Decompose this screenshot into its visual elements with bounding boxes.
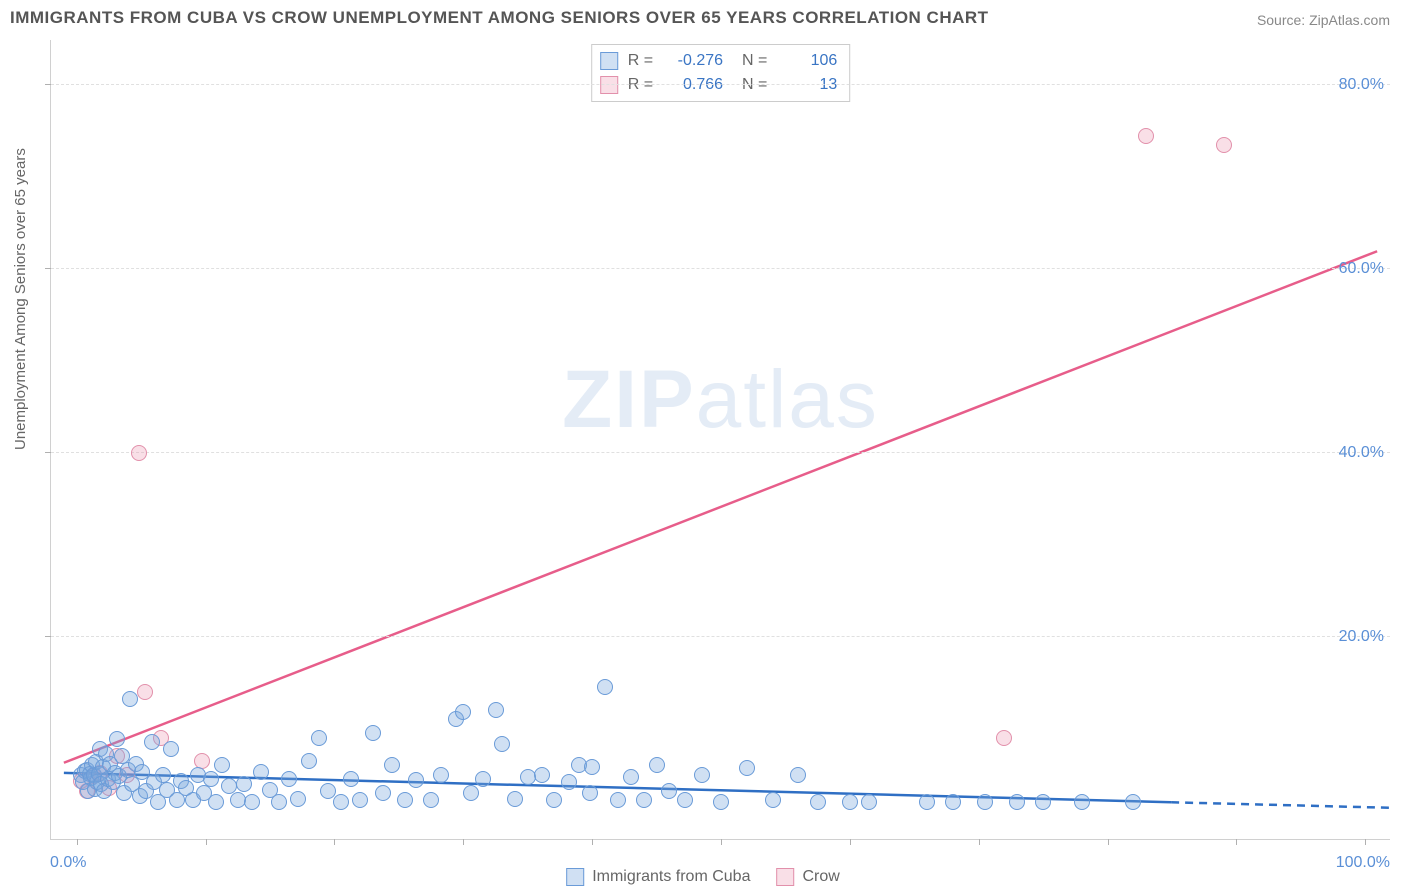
scatter-point [301,753,317,769]
scatter-point [561,774,577,790]
scatter-point [861,794,877,810]
n-value-series1: 106 [777,49,837,73]
scatter-point [109,731,125,747]
scatter-point [408,772,424,788]
scatter-point [636,792,652,808]
gridline-h [51,452,1390,453]
scatter-point [163,741,179,757]
scatter-point [433,767,449,783]
scatter-point [455,704,471,720]
scatter-point [842,794,858,810]
scatter-point [810,794,826,810]
scatter-point [1035,794,1051,810]
legend-label-series1: Immigrants from Cuba [592,868,750,886]
scatter-point [977,794,993,810]
scatter-point [945,794,961,810]
scatter-point [1216,137,1232,153]
r-value-series2: 0.766 [663,73,723,97]
scatter-point [649,757,665,773]
scatter-point [271,794,287,810]
scatter-point [488,702,504,718]
scatter-point [375,785,391,801]
legend-label-series2: Crow [802,868,839,886]
scatter-point [534,767,550,783]
scatter-point [290,791,306,807]
scatter-point [507,791,523,807]
scatter-point [397,792,413,808]
scatter-point [584,759,600,775]
scatter-point [352,792,368,808]
scatter-point [996,730,1012,746]
scatter-point [333,794,349,810]
scatter-point [582,785,598,801]
scatter-point [214,757,230,773]
gridline-h [51,268,1390,269]
scatter-point [244,794,260,810]
swatch-series2-icon [776,868,794,886]
scatter-point [203,771,219,787]
correlation-stats-legend: R =-0.276 N =106 R =0.766 N =13 [591,44,851,102]
scatter-point [610,792,626,808]
scatter-point [221,778,237,794]
scatter-point [423,792,439,808]
y-tick-label: 80.0% [1339,76,1384,94]
stats-row-series1: R =-0.276 N =106 [600,49,838,73]
scatter-point [623,769,639,785]
scatter-point [475,771,491,787]
scatter-point [281,771,297,787]
legend-item-series2: Crow [776,868,839,886]
n-value-series2: 13 [777,73,837,97]
scatter-point [365,725,381,741]
scatter-point [155,767,171,783]
x-axis-max-label: 100.0% [1336,854,1390,872]
scatter-point [494,736,510,752]
scatter-point [122,691,138,707]
legend-item-series1: Immigrants from Cuba [566,868,750,886]
scatter-point [765,792,781,808]
scatter-point [343,771,359,787]
scatter-point [144,734,160,750]
scatter-point [919,794,935,810]
scatter-point [1009,794,1025,810]
chart-title: IMMIGRANTS FROM CUBA VS CROW UNEMPLOYMEN… [10,8,989,28]
correlation-chart: IMMIGRANTS FROM CUBA VS CROW UNEMPLOYMEN… [0,0,1406,892]
y-tick-label: 20.0% [1339,628,1384,646]
source-attribution: Source: ZipAtlas.com [1257,12,1390,28]
scatter-point [137,684,153,700]
scatter-point [597,679,613,695]
scatter-point [253,764,269,780]
x-axis-min-label: 0.0% [50,854,86,872]
gridline-h [51,84,1390,85]
scatter-point [131,445,147,461]
scatter-point [677,792,693,808]
scatter-point [739,760,755,776]
scatter-point [694,767,710,783]
swatch-series1 [600,52,618,70]
series-legend: Immigrants from Cuba Crow [566,868,840,886]
scatter-point [546,792,562,808]
gridline-h [51,636,1390,637]
scatter-point [1125,794,1141,810]
scatter-point [713,794,729,810]
trend-lines-svg [51,40,1390,839]
scatter-point [236,776,252,792]
swatch-series2 [600,76,618,94]
scatter-point [311,730,327,746]
scatter-point [208,794,224,810]
y-tick-label: 60.0% [1339,260,1384,278]
scatter-point [1138,128,1154,144]
scatter-point [790,767,806,783]
y-tick-label: 40.0% [1339,444,1384,462]
plot-area: ZIPatlas R =-0.276 N =106 R =0.766 N =13… [50,40,1390,840]
swatch-series1-icon [566,868,584,886]
y-axis-label: Unemployment Among Seniors over 65 years [12,148,29,450]
scatter-point [661,783,677,799]
scatter-point [1074,794,1090,810]
scatter-point [384,757,400,773]
scatter-point [463,785,479,801]
stats-row-series2: R =0.766 N =13 [600,73,838,97]
r-value-series1: -0.276 [663,49,723,73]
